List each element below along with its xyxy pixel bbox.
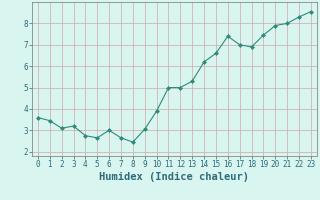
X-axis label: Humidex (Indice chaleur): Humidex (Indice chaleur)	[100, 172, 249, 182]
